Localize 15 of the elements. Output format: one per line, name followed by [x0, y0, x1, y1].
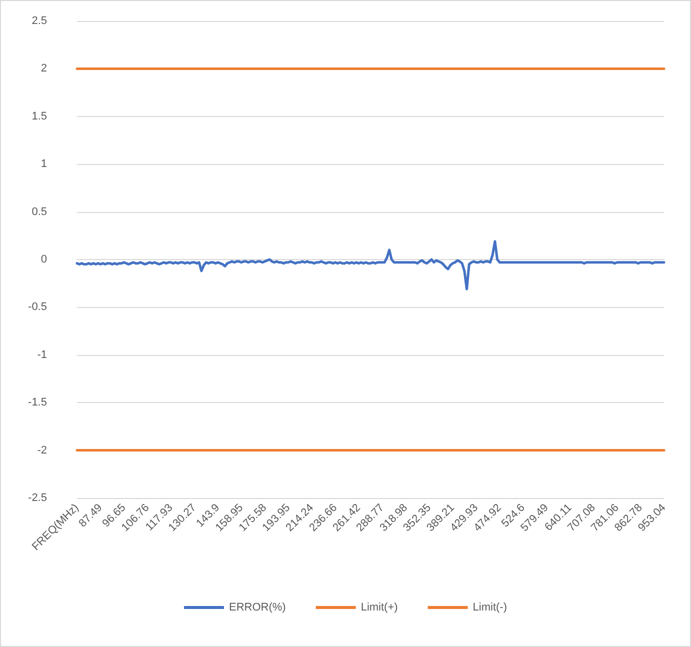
y-tick-label: -0.5 [28, 301, 47, 314]
y-tick-label: -1.5 [28, 396, 47, 409]
legend-label: Limit(+) [360, 602, 398, 614]
y-tick-label: 2.5 [32, 15, 47, 27]
y-tick-label: 0 [40, 254, 47, 266]
line-series [76, 240, 666, 290]
legend-label: ERROR(%) [228, 602, 286, 614]
y-tick-label: 2 [40, 62, 47, 75]
y-tick-label: -2.5 [28, 492, 47, 504]
y-tick-label: 1.5 [32, 110, 47, 122]
y-tick-label: 1 [40, 158, 47, 170]
y-tick-label: -1 [37, 348, 47, 361]
legend-label: Limit(-) [472, 602, 508, 614]
y-tick-label: 0.5 [32, 206, 47, 218]
y-tick-label: -2 [37, 444, 47, 456]
